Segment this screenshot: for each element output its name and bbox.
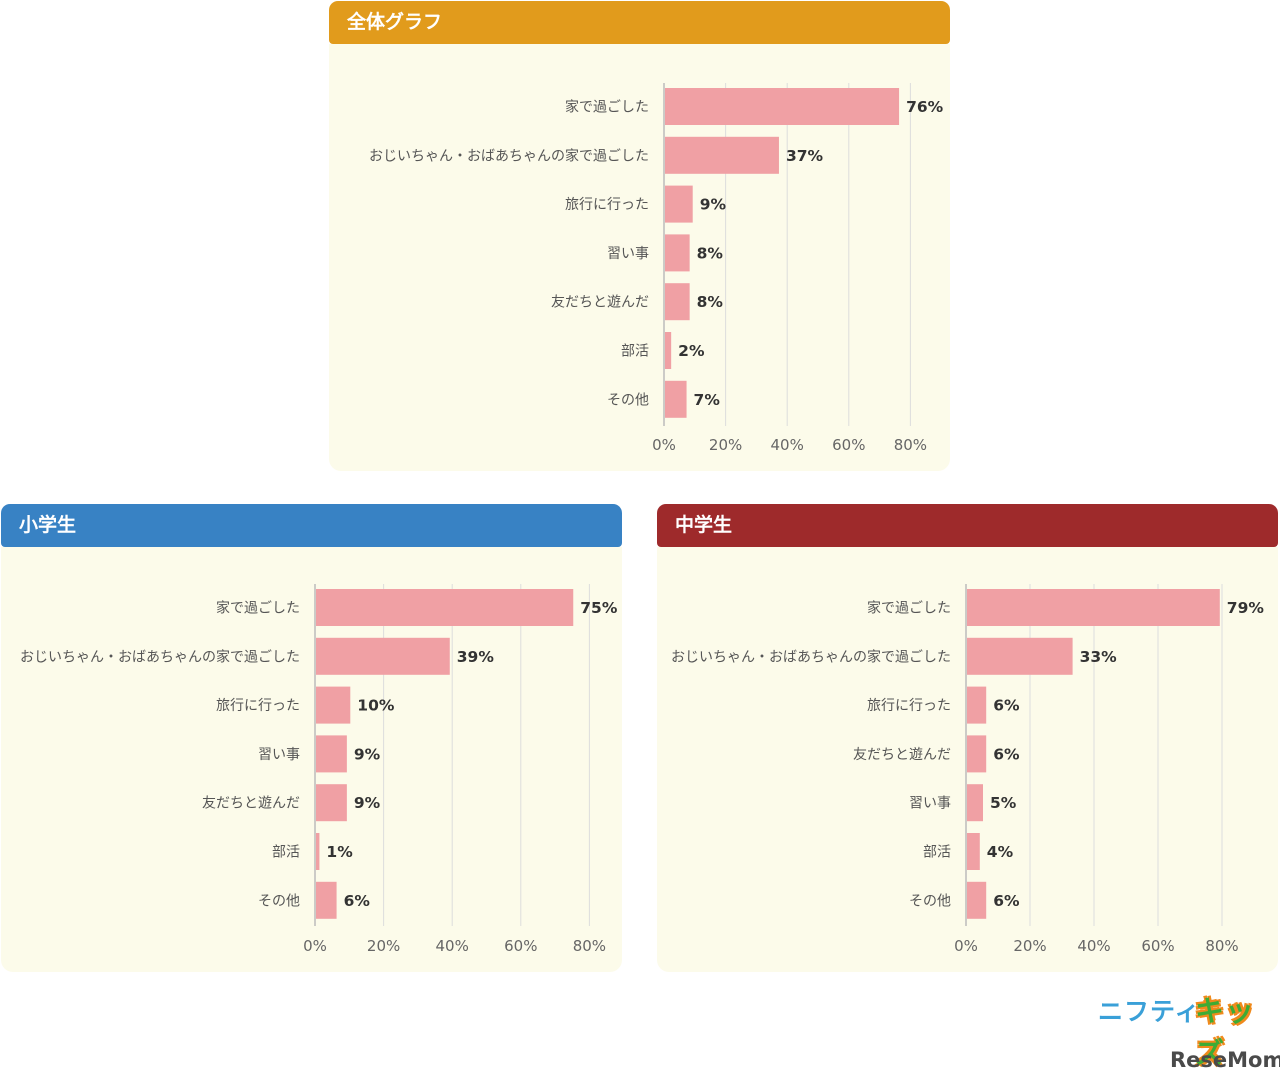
panel-header-junior-high: 中学生 xyxy=(657,504,1278,547)
bar xyxy=(665,332,672,369)
bar xyxy=(316,784,347,822)
category-label: おじいちゃん・おばあちゃんの家で過ごした xyxy=(20,648,300,665)
bar xyxy=(967,784,983,822)
bar xyxy=(316,881,337,919)
resemom-logo: ReseMom xyxy=(1170,1048,1280,1072)
value-label: 79% xyxy=(1227,599,1265,617)
tick-label: 20% xyxy=(709,436,742,454)
tick-label: 0% xyxy=(954,937,978,955)
value-label: 6% xyxy=(993,892,1020,910)
value-label: 8% xyxy=(697,293,724,311)
value-label: 4% xyxy=(987,843,1014,861)
category-label: 友だちと遊んだ xyxy=(202,796,300,812)
value-label: 37% xyxy=(786,147,824,165)
bar xyxy=(967,637,1073,675)
chart-overall: 0% 20% 40% 60% 80% 家で過ごした 76% おじいちゃん・おばあちゃんの家で過… xyxy=(369,83,944,454)
category-label: 習い事 xyxy=(258,747,300,763)
category-label: 部活 xyxy=(621,344,649,360)
nifty-logo: ニフティ xyxy=(1098,997,1201,1026)
value-label: 39% xyxy=(457,648,495,666)
category-label: その他 xyxy=(258,893,300,909)
category-label: 部活 xyxy=(272,845,300,861)
tick-label: 40% xyxy=(771,436,804,454)
panel-header-overall: 全体グラフ xyxy=(329,1,950,44)
tick-label: 80% xyxy=(1205,937,1238,955)
bar xyxy=(665,283,690,321)
bar xyxy=(665,234,690,272)
tick-label: 0% xyxy=(652,436,676,454)
value-label: 5% xyxy=(990,794,1017,812)
category-label: 習い事 xyxy=(607,246,649,262)
tick-label: 80% xyxy=(573,937,606,955)
category-label: 旅行に行った xyxy=(565,197,649,213)
category-label: 家で過ごした xyxy=(867,600,951,617)
tick-label: 0% xyxy=(303,937,327,955)
category-label: 旅行に行った xyxy=(216,698,300,714)
value-label: 2% xyxy=(678,342,705,360)
category-label: 友だちと遊んだ xyxy=(551,295,649,311)
value-label: 7% xyxy=(694,391,721,409)
category-label: その他 xyxy=(607,392,649,408)
value-label: 1% xyxy=(326,843,353,861)
bar xyxy=(665,185,693,223)
tick-label: 60% xyxy=(832,436,865,454)
category-label: 部活 xyxy=(923,845,951,861)
value-label: 75% xyxy=(580,599,618,617)
value-label: 10% xyxy=(357,697,395,715)
category-label: 習い事 xyxy=(909,796,951,812)
tick-label: 40% xyxy=(436,937,469,955)
bar xyxy=(316,735,347,773)
value-label: 33% xyxy=(1080,648,1118,666)
value-label: 6% xyxy=(993,697,1020,715)
panel-junior-high: 中学生 0% 20% 40% 60% 80% 家で過ごした 79% おじいちゃん・おばあちゃん… xyxy=(657,504,1278,972)
value-label: 9% xyxy=(354,794,381,812)
bar xyxy=(665,88,900,125)
kids-logo: キッズ xyxy=(1195,994,1256,1070)
bar xyxy=(967,589,1220,626)
value-label: 6% xyxy=(344,892,371,910)
category-label: おじいちゃん・おばあちゃんの家で過ごした xyxy=(671,648,951,665)
bar xyxy=(967,686,987,724)
category-label: 家で過ごした xyxy=(565,99,649,116)
panel-overall: 全体グラフ 0% 20% 40% 60% 80% 家で過ごした 76% おじいちゃん・おばあち… xyxy=(329,1,950,471)
value-label: 9% xyxy=(354,745,381,763)
category-label: 友だちと遊んだ xyxy=(853,747,951,763)
bar xyxy=(316,589,574,626)
tick-label: 20% xyxy=(367,937,400,955)
value-label: 76% xyxy=(906,98,944,116)
tick-label: 40% xyxy=(1077,937,1110,955)
tick-label: 80% xyxy=(894,436,927,454)
category-label: おじいちゃん・おばあちゃんの家で過ごした xyxy=(369,147,649,164)
bar xyxy=(316,637,450,675)
chart-junior-high: 0% 20% 40% 60% 80% 家で過ごした 79% おじいちゃん・おばあちゃんの家で過… xyxy=(671,584,1265,955)
bar xyxy=(967,735,987,773)
panel-header-elementary: 小学生 xyxy=(1,504,622,547)
bar xyxy=(967,833,980,870)
bar xyxy=(316,833,320,870)
bar xyxy=(967,881,987,919)
bar xyxy=(665,380,687,418)
tick-label: 60% xyxy=(504,937,537,955)
bar xyxy=(316,686,351,724)
category-label: 旅行に行った xyxy=(867,698,951,714)
value-label: 8% xyxy=(697,244,724,262)
tick-label: 20% xyxy=(1013,937,1046,955)
category-label: その他 xyxy=(909,893,951,909)
bar xyxy=(665,136,779,174)
chart-elementary: 0% 20% 40% 60% 80% 家で過ごした 75% おじいちゃん・おばあちゃんの家で過… xyxy=(20,584,618,955)
value-label: 9% xyxy=(700,196,727,214)
tick-label: 60% xyxy=(1141,937,1174,955)
value-label: 6% xyxy=(993,745,1020,763)
panel-elementary: 小学生 0% 20% 40% 60% 80% 家で過ごした 75% おじいちゃん・おばあちゃん… xyxy=(1,504,622,972)
category-label: 家で過ごした xyxy=(216,600,300,617)
